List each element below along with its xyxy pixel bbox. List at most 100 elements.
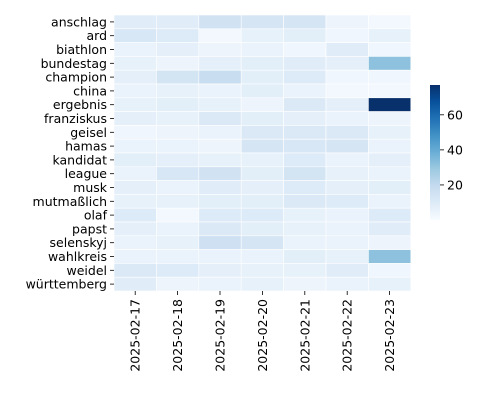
heatmap-cell (156, 180, 200, 195)
heatmap-cell (283, 69, 327, 85)
heatmap-cell (325, 263, 369, 278)
heatmap-cell (156, 152, 200, 168)
heatmap-cell (325, 235, 369, 250)
heatmap-cell (240, 69, 284, 85)
heatmap-cell (113, 249, 157, 264)
colorbar-tick-label: 40 (447, 142, 463, 157)
heatmap-cell (240, 152, 284, 168)
heatmap-cell (198, 235, 242, 250)
heatmap-cell (368, 56, 412, 71)
heatmap-cell (198, 263, 242, 278)
x-tick-label: 2025-02-20 (255, 299, 270, 372)
heatmap-cell (198, 28, 242, 43)
heatmap-cell (198, 138, 242, 154)
heatmap-cell (325, 138, 369, 154)
heatmap-cell (240, 194, 284, 209)
heatmap-cell (240, 14, 284, 30)
heatmap-cell (283, 194, 327, 209)
heatmap-cell (113, 207, 157, 223)
heatmap-cell (368, 69, 412, 85)
heatmap-cell (368, 97, 412, 112)
x-tick-label: 2025-02-19 (213, 299, 228, 372)
colorbar: 20 40 60 (430, 85, 463, 220)
heatmap-cell (113, 221, 157, 237)
heatmap-cell (283, 249, 327, 264)
heatmap-cell (283, 276, 327, 292)
heatmap-cell (198, 69, 242, 85)
y-tick-label: champion (45, 70, 107, 85)
y-tick-label: bundestag (41, 56, 107, 71)
heatmap-cell (113, 125, 157, 140)
heatmap-cell (113, 56, 157, 71)
heatmap-cell (156, 83, 200, 99)
y-tick-label: kandidat (52, 152, 107, 167)
heatmap-cell (325, 166, 369, 181)
y-tick-label: olaf (84, 208, 108, 223)
heatmap-cell (368, 263, 412, 278)
x-tick-label: 2025-02-17 (128, 299, 143, 372)
heatmap-cells (113, 14, 412, 292)
x-tick-label: 2025-02-18 (170, 299, 185, 372)
heatmap-cell (325, 14, 369, 30)
heatmap-cell (325, 125, 369, 140)
heatmap-cell (283, 28, 327, 43)
y-tick-label: ard (86, 28, 107, 43)
y-tick-label: china (73, 83, 107, 98)
colorbar-tick-label: 20 (447, 177, 463, 192)
heatmap-cell (368, 28, 412, 43)
heatmap-cell (368, 221, 412, 237)
heatmap-cell (368, 42, 412, 57)
heatmap-cell (325, 111, 369, 126)
heatmap-cell (283, 221, 327, 237)
heatmap-cell (283, 125, 327, 140)
heatmap-cell (156, 249, 200, 264)
heatmap-cell (198, 180, 242, 195)
heatmap-cell (240, 263, 284, 278)
heatmap-cell (240, 166, 284, 181)
heatmap-cell (240, 42, 284, 57)
y-tick-labels: anschlagardbiathlonbundestagchampionchin… (26, 14, 114, 292)
x-tick-label: 2025-02-23 (382, 299, 397, 372)
heatmap-cell (198, 111, 242, 126)
y-tick-label: biathlon (56, 42, 107, 57)
y-tick-label: franziskus (44, 111, 107, 126)
y-tick-label: league (65, 166, 108, 181)
heatmap-cell (368, 166, 412, 181)
heatmap-cell (240, 97, 284, 112)
heatmap-cell (283, 138, 327, 154)
heatmap-cell (156, 56, 200, 71)
heatmap-cell (240, 276, 284, 292)
heatmap-cell (325, 207, 369, 223)
heatmap-cell (283, 180, 327, 195)
heatmap-cell (113, 42, 157, 57)
y-tick-label: württemberg (26, 277, 107, 292)
y-tick-label: papst (72, 221, 107, 236)
y-tick-label: ergebnis (53, 97, 107, 112)
heatmap-cell (368, 207, 412, 223)
heatmap-cell (156, 111, 200, 126)
heatmap-cell (113, 166, 157, 181)
heatmap-cell (368, 14, 412, 30)
heatmap-cell (198, 276, 242, 292)
heatmap-cell (283, 83, 327, 99)
heatmap-cell (325, 56, 369, 71)
heatmap-cell (113, 69, 157, 85)
heatmap-cell (156, 194, 200, 209)
heatmap-cell (113, 152, 157, 168)
heatmap-cell (240, 207, 284, 223)
heatmap-cell (283, 207, 327, 223)
heatmap-cell (198, 207, 242, 223)
heatmap-cell (368, 194, 412, 209)
heatmap-cell (368, 180, 412, 195)
y-tick-label: weidel (67, 263, 108, 278)
heatmap-cell (198, 56, 242, 71)
heatmap-cell (156, 14, 200, 30)
x-tick-labels: 2025-02-17 2025-02-18 2025-02-19 2025-02-20… (128, 291, 397, 372)
heatmap-cell (240, 125, 284, 140)
heatmap-cell (113, 235, 157, 250)
heatmap-cell (156, 276, 200, 292)
heatmap-cell (325, 83, 369, 99)
heatmap-cell (156, 235, 200, 250)
